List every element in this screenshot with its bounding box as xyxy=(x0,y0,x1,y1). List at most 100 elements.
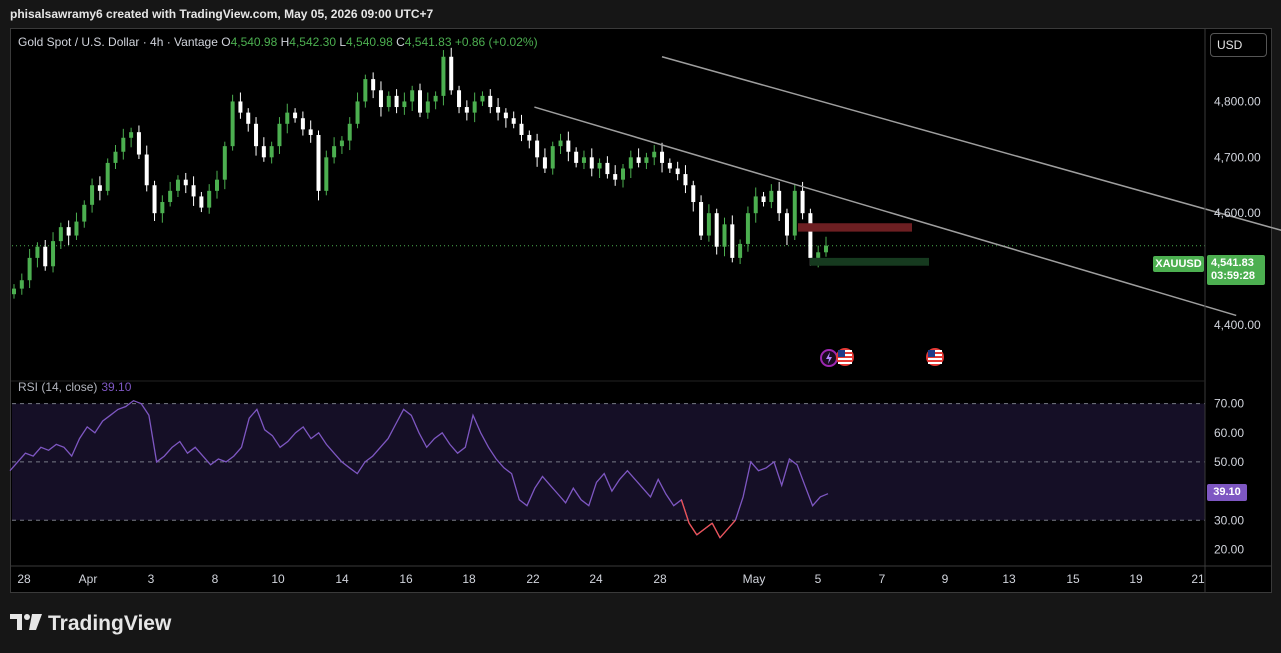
candle-body xyxy=(706,213,711,236)
rsi-oversold-segment xyxy=(719,528,729,539)
candle-body xyxy=(160,202,165,214)
candle-body xyxy=(472,101,477,113)
candle-body xyxy=(644,157,649,163)
channel-line-lower xyxy=(534,106,1237,317)
open-label: O xyxy=(221,35,231,49)
candle-body xyxy=(496,107,501,113)
candle-body xyxy=(769,190,774,203)
rsi-oversold-segment xyxy=(688,522,698,536)
candle-body xyxy=(66,227,71,236)
price-tick-label: 4,800.00 xyxy=(1214,94,1261,108)
candle-body xyxy=(74,221,79,236)
candle-body xyxy=(488,95,493,108)
close-value: 4,541.83 xyxy=(404,35,452,49)
candle-body xyxy=(129,132,134,138)
time-tick-label: 3 xyxy=(148,572,155,586)
candle-body xyxy=(51,241,56,267)
tradingview-logo[interactable]: TradingView xyxy=(10,610,171,636)
rsi-tick-label: 30.00 xyxy=(1214,513,1244,527)
us-flag-event-icon-2[interactable] xyxy=(926,348,944,366)
candle-body xyxy=(199,196,204,208)
candle-body xyxy=(824,245,828,253)
candle-body xyxy=(105,162,110,191)
symbol-description: Gold Spot / U.S. Dollar · 4h · Vantage xyxy=(18,35,218,49)
time-tick-label: 5 xyxy=(815,572,822,586)
high-label: H xyxy=(280,35,290,49)
candle-body xyxy=(246,112,251,124)
candle-body xyxy=(269,146,274,158)
candle-body xyxy=(621,168,625,180)
candle-body xyxy=(254,123,259,147)
tradingview-mark-icon xyxy=(10,614,42,630)
candle-body xyxy=(363,79,368,102)
candle-body xyxy=(355,101,360,124)
candle-body xyxy=(503,112,508,119)
symbol-price-tag: XAUUSD xyxy=(1153,256,1204,272)
candle-body xyxy=(168,190,173,203)
price-tick-label: 4,400.00 xyxy=(1214,318,1261,332)
time-tick-label: 15 xyxy=(1066,572,1080,586)
candle-body xyxy=(207,190,212,208)
candle-layer xyxy=(12,47,828,299)
symbol-legend[interactable]: Gold Spot / U.S. Dollar · 4h · Vantage O… xyxy=(18,35,538,49)
time-tick-label: 19 xyxy=(1129,572,1143,586)
candle-body xyxy=(441,56,446,96)
candle-body xyxy=(800,190,805,214)
us-flag-event-icon[interactable] xyxy=(836,348,854,366)
time-tick-label: 10 xyxy=(271,572,285,586)
candle-body xyxy=(43,246,48,267)
price-tick-label: 4,600.00 xyxy=(1214,206,1261,220)
lightning-event-icon[interactable] xyxy=(820,349,838,367)
candle-body xyxy=(410,90,415,102)
rsi-tick-label: 70.00 xyxy=(1214,397,1244,411)
rsi-legend[interactable]: RSI (14, close) 39.10 xyxy=(18,380,131,394)
time-tick-label: May xyxy=(743,572,766,586)
candle-body xyxy=(457,90,462,108)
rsi-layer xyxy=(9,399,1205,539)
last-price-value: 4,541.83 xyxy=(1211,257,1254,269)
candle-body xyxy=(808,213,813,258)
candle-body xyxy=(433,95,438,102)
currency-button[interactable]: USD xyxy=(1210,33,1267,57)
candle-body xyxy=(113,151,118,163)
time-tick-label: 9 xyxy=(942,572,949,586)
candle-body xyxy=(97,185,102,191)
candle-body xyxy=(527,134,532,141)
candle-body xyxy=(152,185,157,214)
time-tick-label: 8 xyxy=(212,572,219,586)
candle-body xyxy=(277,123,282,147)
candle-body xyxy=(581,157,586,163)
candle-body xyxy=(636,157,641,163)
candle-body xyxy=(215,179,219,191)
time-tick-label: 16 xyxy=(399,572,413,586)
rsi-tick-label: 50.00 xyxy=(1214,455,1244,469)
candle-body xyxy=(386,95,391,108)
candle-body xyxy=(316,134,321,191)
candle-body xyxy=(82,204,87,222)
candle-body xyxy=(394,95,399,108)
candle-body xyxy=(347,123,352,141)
candle-body xyxy=(792,190,797,236)
candle-body xyxy=(371,79,376,91)
candle-body xyxy=(449,56,454,91)
candle-body xyxy=(19,280,24,289)
candle-body xyxy=(777,190,782,214)
candle-body xyxy=(714,213,719,247)
bar-countdown: 03:59:28 xyxy=(1211,270,1256,282)
rsi-value: 39.10 xyxy=(101,380,132,394)
candle-body xyxy=(12,288,16,295)
rsi-oversold-segment xyxy=(711,522,721,539)
time-tick-label: 28 xyxy=(653,572,667,586)
candle-body xyxy=(566,140,571,152)
time-tick-label: 14 xyxy=(335,572,349,586)
chart-caption: phisalsawramy6 created with TradingView.… xyxy=(10,7,434,21)
price-tick-label: 4,700.00 xyxy=(1214,150,1261,164)
candle-body xyxy=(332,146,337,158)
candle-body xyxy=(761,196,766,203)
candle-body xyxy=(558,140,563,147)
candle-body xyxy=(285,112,290,124)
close-label: C xyxy=(396,35,405,49)
candle-body xyxy=(222,146,227,180)
candle-body xyxy=(425,101,430,113)
